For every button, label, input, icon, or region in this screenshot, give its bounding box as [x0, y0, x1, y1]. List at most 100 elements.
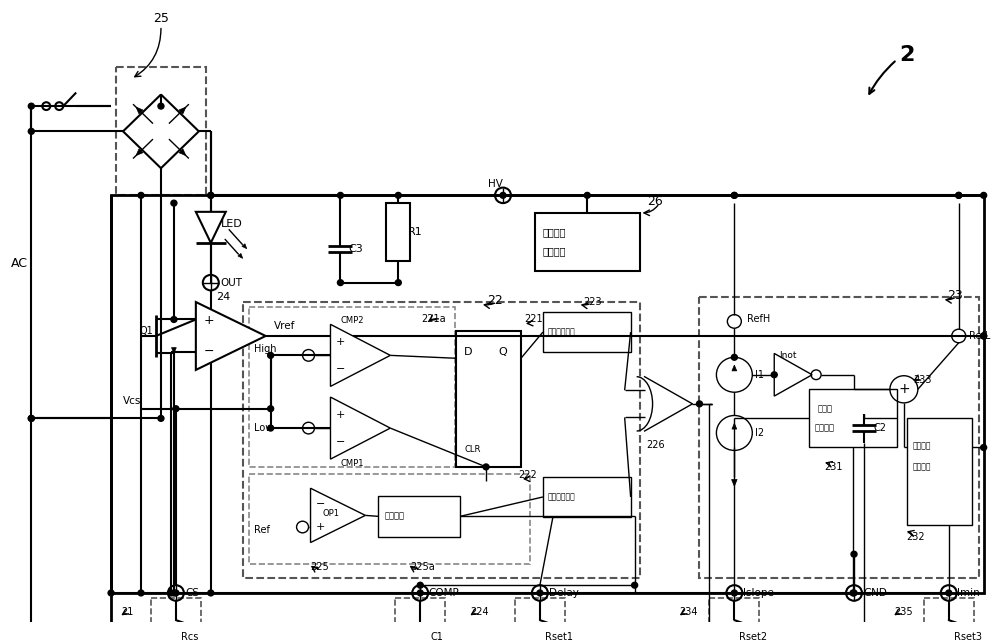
Circle shape	[158, 415, 164, 421]
Bar	[709, 598, 759, 640]
Circle shape	[981, 333, 987, 339]
Bar	[456, 331, 521, 467]
Text: 23: 23	[947, 289, 963, 301]
Text: +: +	[899, 382, 911, 396]
Circle shape	[956, 193, 962, 198]
Text: C2: C2	[874, 423, 887, 433]
Bar	[535, 213, 640, 271]
Text: 223: 223	[583, 297, 601, 307]
Text: 参考电压: 参考电压	[913, 441, 931, 450]
Text: 产生模块: 产生模块	[543, 246, 566, 257]
Text: +: +	[316, 522, 325, 532]
Text: 22: 22	[487, 294, 503, 307]
Bar	[243, 302, 640, 579]
Text: 21: 21	[121, 607, 133, 618]
Circle shape	[584, 193, 590, 198]
Text: High: High	[254, 344, 276, 353]
Text: −: −	[204, 345, 214, 358]
Text: Q: Q	[498, 348, 507, 358]
Bar	[907, 419, 972, 525]
Text: 235: 235	[894, 607, 913, 618]
Text: Vref: Vref	[274, 321, 295, 332]
Circle shape	[632, 582, 638, 588]
Circle shape	[208, 590, 214, 596]
Bar	[151, 598, 201, 640]
Bar	[249, 474, 530, 564]
Circle shape	[171, 200, 177, 206]
Text: Rset2: Rset2	[739, 632, 767, 640]
Circle shape	[731, 193, 737, 198]
Bar	[699, 297, 979, 579]
Circle shape	[268, 425, 274, 431]
Circle shape	[850, 590, 856, 596]
Text: LED: LED	[221, 220, 243, 230]
Circle shape	[417, 590, 423, 596]
Circle shape	[268, 406, 274, 412]
Polygon shape	[179, 107, 186, 114]
Polygon shape	[136, 107, 143, 114]
Circle shape	[158, 103, 164, 109]
Polygon shape	[196, 212, 226, 243]
Bar	[116, 67, 206, 195]
Text: 第一延迟模块: 第一延迟模块	[548, 492, 576, 502]
Circle shape	[395, 193, 401, 198]
Polygon shape	[330, 397, 390, 459]
Text: COMP: COMP	[428, 588, 459, 598]
Text: OP1: OP1	[322, 509, 339, 518]
Text: +: +	[204, 314, 214, 327]
Text: Islope: Islope	[743, 588, 774, 598]
Text: 产生单元: 产生单元	[913, 462, 931, 472]
Circle shape	[500, 193, 506, 198]
Polygon shape	[196, 302, 266, 370]
Circle shape	[417, 582, 423, 588]
Text: 工作电压: 工作电压	[543, 227, 566, 237]
Circle shape	[337, 280, 343, 285]
Circle shape	[337, 193, 343, 198]
Bar	[543, 477, 631, 517]
Text: 设置单元: 设置单元	[814, 424, 834, 433]
Circle shape	[731, 193, 737, 198]
Circle shape	[395, 280, 401, 285]
Circle shape	[28, 415, 34, 421]
Text: C3: C3	[348, 244, 363, 253]
Text: 232: 232	[906, 532, 924, 541]
Text: +: +	[335, 410, 345, 420]
Circle shape	[956, 193, 962, 198]
Text: 2: 2	[899, 45, 914, 65]
Circle shape	[28, 129, 34, 134]
Text: CMP1: CMP1	[340, 458, 364, 467]
Bar	[111, 195, 984, 593]
Text: Rset3: Rset3	[954, 632, 982, 640]
Polygon shape	[242, 244, 247, 249]
Polygon shape	[172, 348, 176, 353]
Text: D: D	[464, 348, 473, 358]
Bar	[378, 496, 460, 537]
Polygon shape	[732, 479, 737, 486]
Text: RefH: RefH	[747, 314, 771, 324]
Circle shape	[268, 353, 274, 358]
Text: 225: 225	[311, 562, 329, 572]
Text: 221: 221	[524, 314, 543, 324]
Circle shape	[537, 590, 543, 596]
Text: 补偿电路: 补偿电路	[384, 512, 404, 521]
Text: −: −	[316, 499, 325, 509]
Circle shape	[171, 590, 177, 596]
Text: 226: 226	[647, 440, 665, 449]
Text: Ref: Ref	[254, 525, 270, 535]
Text: 231: 231	[824, 462, 843, 472]
Text: 233: 233	[913, 374, 931, 385]
Text: CS: CS	[185, 588, 199, 598]
Text: AC: AC	[11, 257, 28, 269]
Text: RefL: RefL	[969, 331, 990, 341]
Text: 225a: 225a	[410, 562, 435, 572]
Circle shape	[981, 445, 987, 451]
Text: Rcs: Rcs	[181, 632, 198, 640]
Text: Delay: Delay	[549, 588, 579, 598]
Bar	[515, 598, 565, 640]
Text: Vcs: Vcs	[123, 396, 141, 406]
Circle shape	[28, 415, 34, 421]
Circle shape	[731, 590, 737, 596]
Text: Imin: Imin	[957, 588, 979, 598]
Circle shape	[851, 551, 857, 557]
Text: 24: 24	[216, 292, 230, 302]
